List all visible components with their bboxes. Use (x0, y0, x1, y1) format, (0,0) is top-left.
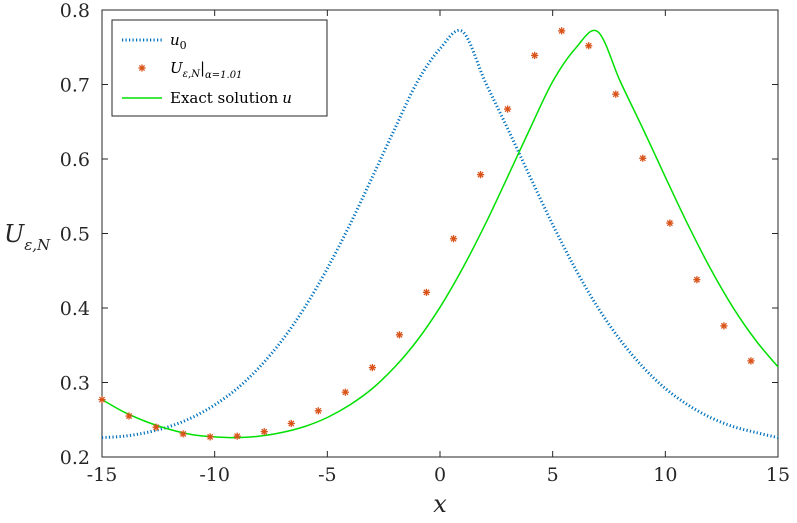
legend-label-u0: u0 (170, 31, 187, 52)
ticks-layer: -15 -10 -5 0 5 10 15 0.2 0.3 0.4 0.5 0.6 0.7 0.8 (60, 0, 790, 486)
data-point-numerical (422, 288, 431, 296)
x-tick-label: -10 (199, 464, 230, 486)
y-tick-label: 0.2 (60, 447, 90, 469)
plot-area: -15 -10 -5 0 5 10 15 0.2 0.3 0.4 0.5 0.6 0.7 0.8 (60, 0, 790, 486)
x-axis-label: x (433, 490, 447, 518)
legend: u0 Uε,N|α=1.01 Exact solution u (111, 19, 328, 117)
series-line-exact (101, 29, 779, 439)
data-point-numerical (368, 364, 376, 372)
data-point-numerical (341, 388, 349, 396)
data-point-numerical (747, 357, 755, 365)
y-axis-label-main: U (4, 220, 25, 248)
data-point-numerical (314, 407, 322, 415)
legend-label-numerical: Uε,N|α=1.01 (170, 59, 242, 81)
x-tick-label: 15 (766, 464, 790, 486)
legend-swatch-numerical (138, 64, 146, 72)
y-axis-label-sub: ε,N (24, 236, 51, 254)
data-point-numerical (206, 433, 214, 441)
x-tick-label: 5 (547, 464, 559, 486)
axis-titles: x Uε,N (4, 220, 447, 518)
data-point-numerical (395, 331, 404, 339)
data-point-numerical (98, 396, 106, 404)
y-tick-label: 0.5 (60, 224, 90, 246)
data-point-numerical (152, 423, 160, 431)
y-tick-label: 0.6 (60, 149, 90, 171)
data-point-numerical (585, 42, 593, 50)
y-tick-label: 0.7 (60, 75, 90, 97)
x-tick-label: -5 (318, 464, 337, 486)
data-point-numerical (720, 322, 728, 330)
data-point-numerical (260, 428, 268, 436)
data-point-numerical (531, 51, 539, 60)
data-point-numerical (476, 171, 485, 179)
data-point-numerical (639, 154, 647, 162)
y-axis-label: Uε,N (4, 220, 51, 254)
x-tick-label: 10 (653, 464, 677, 486)
y-tick-label: 0.8 (60, 0, 90, 22)
data-point-numerical (449, 235, 458, 243)
data-point-numerical (612, 90, 620, 98)
data-point-numerical (233, 432, 241, 440)
x-tick-label: 0 (434, 464, 446, 486)
data-point-numerical (125, 412, 133, 420)
legend-label-exact: Exact solution u (170, 89, 292, 107)
series-layer (98, 27, 779, 441)
data-point-numerical (558, 27, 566, 35)
data-point-numerical (666, 219, 674, 227)
data-point-numerical (287, 419, 295, 428)
y-tick-label: 0.3 (60, 373, 90, 395)
data-point-numerical (179, 430, 187, 438)
legend-box (111, 19, 328, 117)
data-point-numerical (693, 276, 701, 284)
y-tick-label: 0.4 (60, 298, 90, 320)
data-point-numerical (504, 105, 512, 113)
legend-marker-asterisk (138, 64, 146, 72)
x-tick-label: -15 (87, 464, 118, 486)
